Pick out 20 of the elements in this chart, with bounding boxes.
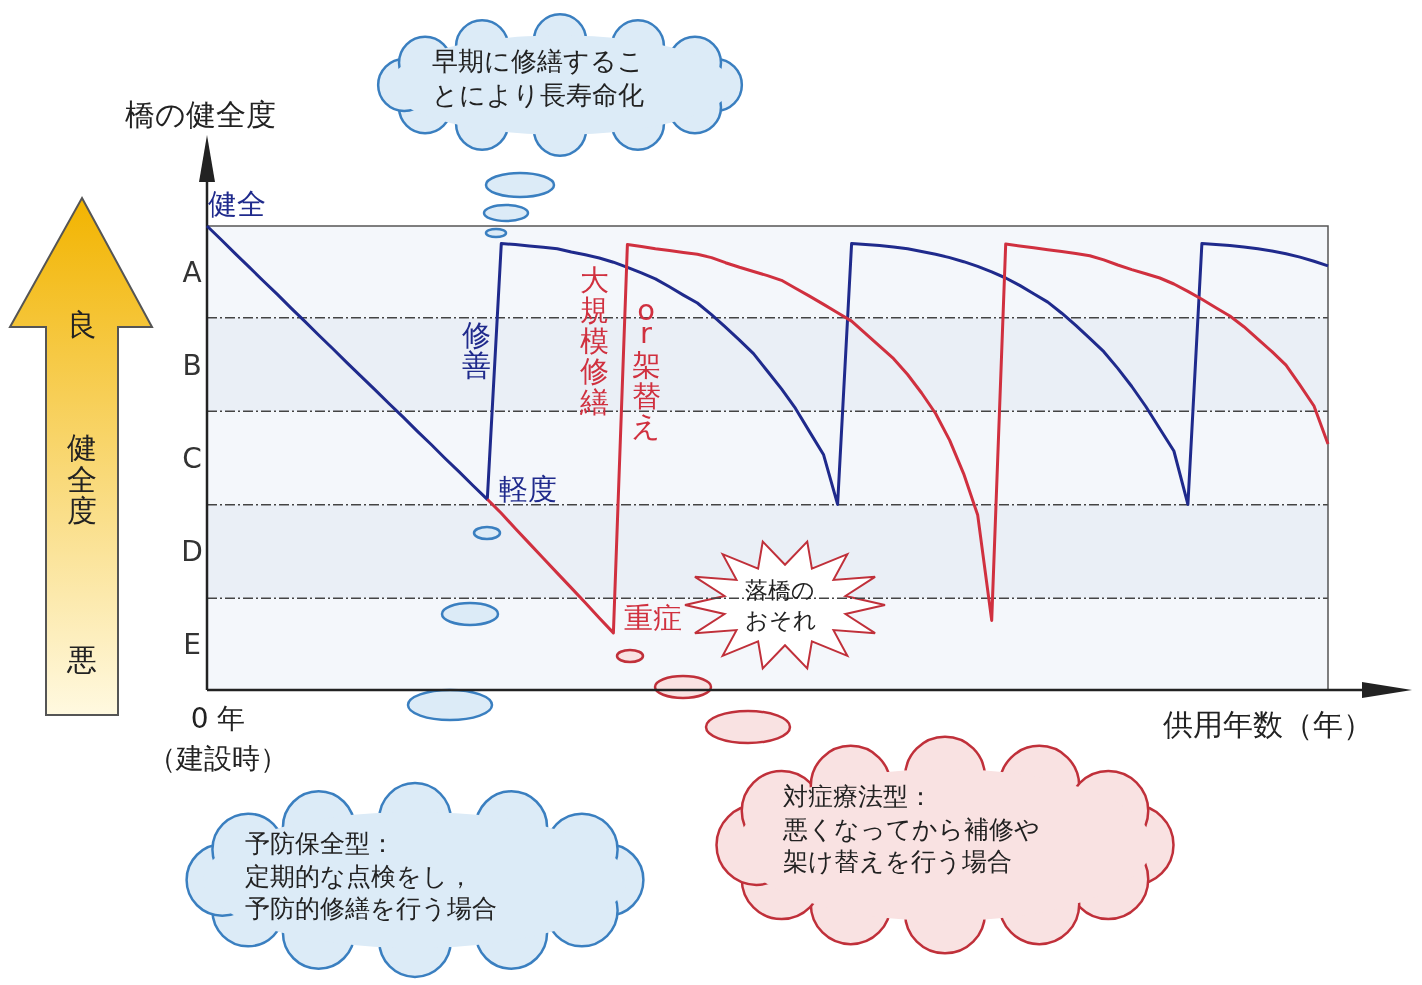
band-label: D	[181, 535, 203, 569]
text: 予防保全型：定期的な点検をし，予防的修繕を行う場合	[245, 829, 497, 923]
text: 健全	[208, 187, 266, 221]
y-axis-title: 橋の健全度	[124, 97, 276, 132]
text: 0 年	[190, 702, 246, 735]
annotation: 軽度	[499, 472, 557, 506]
band-label: E	[183, 628, 201, 662]
band-label: B	[182, 348, 202, 382]
annotation: 修善	[461, 318, 491, 383]
text: 良	[67, 307, 97, 342]
x-axis-title: 供用年数（年）	[1163, 707, 1373, 742]
text: 悪	[66, 642, 97, 677]
band-label: C	[182, 442, 202, 475]
text: 早期に修繕することにより長寿命化	[432, 46, 644, 110]
text: 対症療法型：悪くなってから補修や架け替えを行う場合	[782, 782, 1040, 876]
band-label: A	[182, 255, 202, 289]
annotation: 落橋のおそれ	[745, 577, 817, 633]
text: （建設時）	[148, 742, 288, 775]
annotation: 重症	[624, 601, 682, 635]
text: 健全度	[67, 430, 97, 528]
